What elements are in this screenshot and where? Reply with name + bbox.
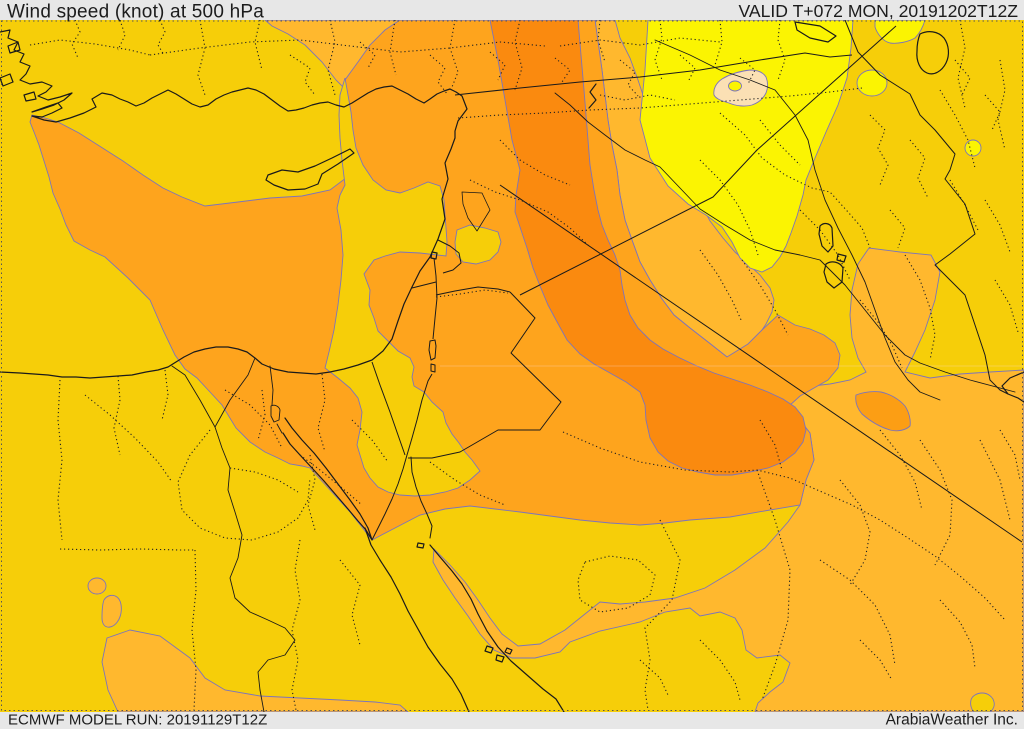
svg-text:Wind speed (knot) at 500 hPa: Wind speed (knot) at 500 hPa — [7, 2, 264, 23]
svg-text:ArabiaWeather Inc.: ArabiaWeather Inc. — [886, 712, 1018, 729]
svg-text:VALID T+072 MON, 20191202T12Z: VALID T+072 MON, 20191202T12Z — [738, 1, 1018, 21]
svg-text:ECMWF MODEL RUN: 20191129T12Z: ECMWF MODEL RUN: 20191129T12Z — [8, 712, 267, 729]
